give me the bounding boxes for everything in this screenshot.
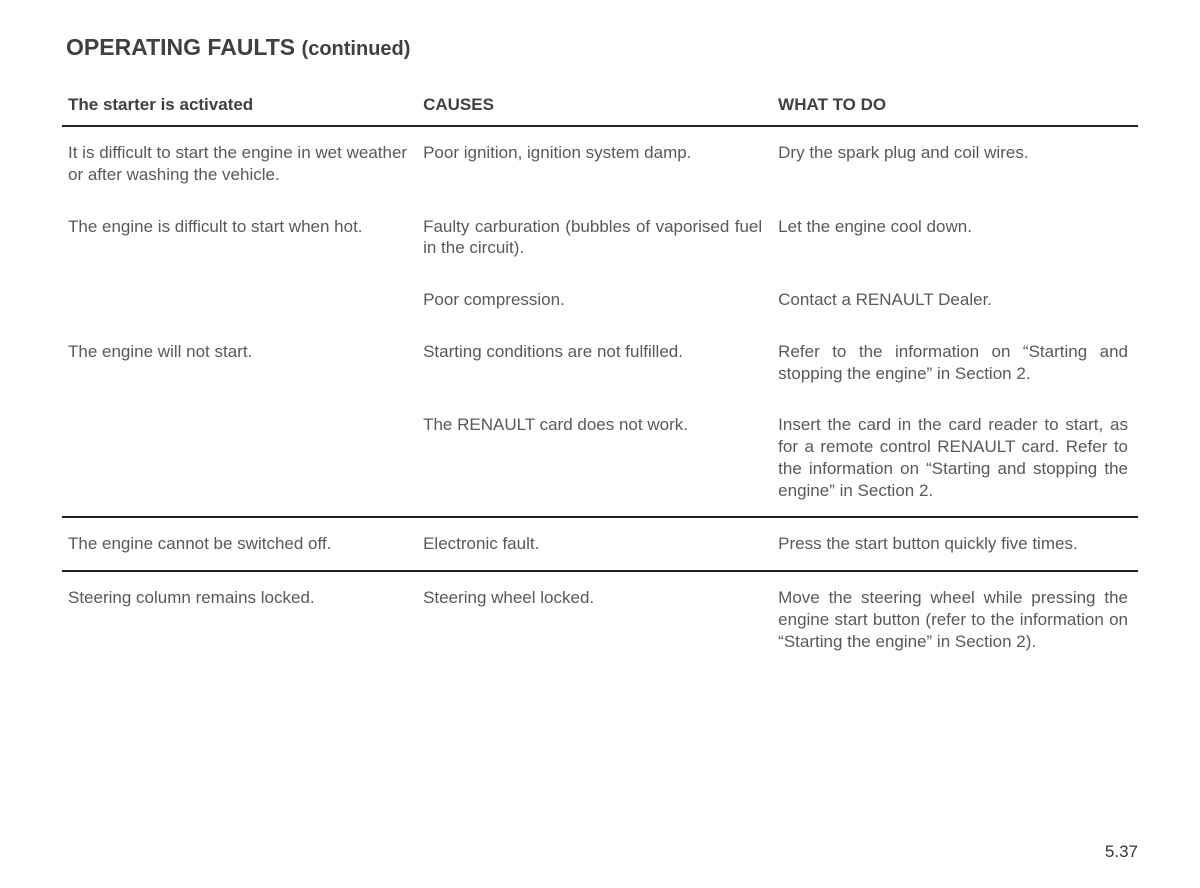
table-row: The engine is difficult to start when ho… [62, 201, 1138, 275]
cell-action: Move the steering wheel while pressing t… [772, 571, 1138, 667]
page-title: OPERATING FAULTS (continued) [66, 34, 1138, 61]
table-row: It is difficult to start the engine in w… [62, 126, 1138, 201]
cell-symptom [62, 274, 417, 326]
table-row: Steering column remains locked. Steering… [62, 571, 1138, 667]
table-row: The engine cannot be switched off. Elect… [62, 517, 1138, 571]
cell-symptom: Steering column remains locked. [62, 571, 417, 667]
table-header-row: The starter is activated CAUSES WHAT TO … [62, 89, 1138, 126]
title-continued: (continued) [302, 38, 411, 60]
table-row: The RENAULT card does not work. Insert t… [62, 399, 1138, 517]
header-symptom: The starter is activated [62, 89, 417, 126]
cell-action: Press the start button quickly five time… [772, 517, 1138, 571]
operating-faults-table: The starter is activated CAUSES WHAT TO … [62, 89, 1138, 667]
cell-cause: Poor compression. [417, 274, 772, 326]
cell-action: Dry the spark plug and coil wires. [772, 126, 1138, 201]
cell-cause: The RENAULT card does not work. [417, 399, 772, 517]
cell-symptom: It is difficult to start the engine in w… [62, 126, 417, 201]
header-cause: CAUSES [417, 89, 772, 126]
cell-symptom: The engine cannot be switched off. [62, 517, 417, 571]
cell-cause: Faulty carburation (bubbles of vaporised… [417, 201, 772, 275]
header-action: WHAT TO DO [772, 89, 1138, 126]
cell-action: Refer to the information on “Starting an… [772, 326, 1138, 400]
cell-cause: Poor ignition, ignition system damp. [417, 126, 772, 201]
cell-symptom: The engine is difficult to start when ho… [62, 201, 417, 275]
cell-action: Contact a RENAULT Dealer. [772, 274, 1138, 326]
table-row: Poor compression. Contact a RENAULT Deal… [62, 274, 1138, 326]
cell-cause: Steering wheel locked. [417, 571, 772, 667]
table-row: The engine will not start. Starting cond… [62, 326, 1138, 400]
cell-symptom [62, 399, 417, 517]
cell-cause: Electronic fault. [417, 517, 772, 571]
title-main: OPERATING FAULTS [66, 34, 295, 60]
page-number: 5.37 [1105, 842, 1138, 862]
cell-action: Insert the card in the card reader to st… [772, 399, 1138, 517]
cell-symptom: The engine will not start. [62, 326, 417, 400]
cell-action: Let the engine cool down. [772, 201, 1138, 275]
cell-cause: Starting conditions are not fulfilled. [417, 326, 772, 400]
